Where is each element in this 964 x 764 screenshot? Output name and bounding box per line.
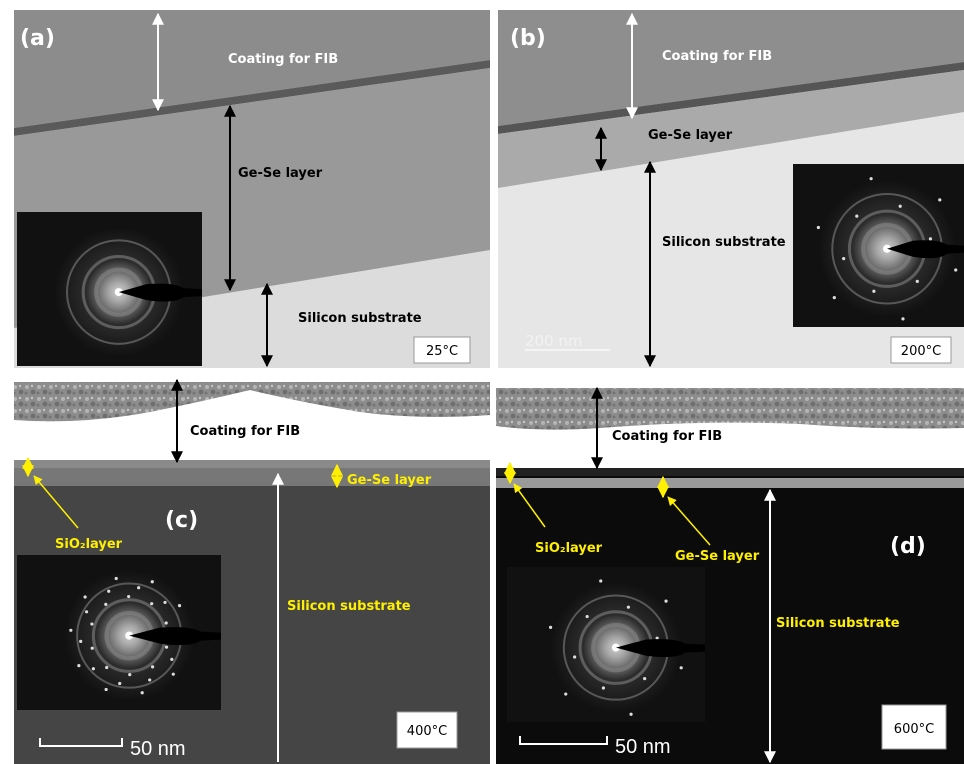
diffraction-inset [17, 212, 202, 366]
diffraction-inset [793, 164, 964, 327]
spot [105, 666, 108, 669]
spot [855, 215, 858, 218]
spot [178, 604, 181, 607]
panel-label: (a) [20, 26, 55, 51]
spot [105, 688, 108, 691]
annotation: Ge-Se layer [648, 128, 733, 143]
spot [573, 655, 576, 658]
panel-c: (c) Coating for FIB Ge-Se layer SiO₂laye… [14, 378, 490, 764]
spot [627, 606, 630, 609]
spot [870, 177, 873, 180]
spot [938, 198, 941, 201]
panel-a: (a) Coating for FIB Ge-Se layer Silicon … [14, 10, 490, 368]
spot [602, 686, 605, 689]
spot [104, 603, 107, 606]
interface [14, 460, 490, 468]
annotation: Coating for FIB [228, 52, 338, 67]
spot [92, 667, 95, 670]
spot [899, 205, 902, 208]
diffraction-inset [507, 567, 705, 722]
spot [629, 713, 632, 716]
spot [84, 595, 87, 598]
annotation: Coating for FIB [612, 429, 722, 444]
annotation: Ge-Se layer [238, 166, 323, 181]
spot [118, 682, 121, 685]
temperature: 400°C [407, 724, 447, 739]
panel-d: (d) Coating for FIB SiO₂layer Ge-Se laye… [496, 385, 964, 764]
spot [643, 677, 646, 680]
spot [137, 586, 140, 589]
spot [148, 678, 151, 681]
annotation: SiO₂layer [535, 541, 603, 556]
spot [586, 615, 589, 618]
annotation: Silicon substrate [662, 235, 786, 250]
spot [127, 595, 130, 598]
annotation: Silicon substrate [287, 599, 411, 614]
annotation: SiO₂layer [55, 537, 123, 552]
annotation: Ge-Se layer [675, 549, 760, 564]
spot [115, 577, 118, 580]
spot [165, 621, 168, 624]
spot [69, 629, 72, 632]
spot [85, 610, 88, 613]
spot [599, 579, 602, 582]
gese-layer [496, 478, 964, 488]
interface [496, 468, 964, 476]
spot [163, 601, 166, 604]
scale-label: 200 nm [525, 332, 583, 350]
spot [150, 602, 153, 605]
spot [128, 673, 131, 676]
scale-label: 50 nm [130, 738, 186, 760]
annotation: Silicon substrate [776, 616, 900, 631]
spot [79, 640, 82, 643]
spot [549, 626, 552, 629]
annotation: Coating for FIB [662, 49, 772, 64]
spot [842, 257, 845, 260]
spot [107, 590, 110, 593]
panel-b: (b) Coating for FIB Ge-Se layer Silicon … [498, 10, 964, 368]
spot [172, 673, 175, 676]
spot [680, 666, 683, 669]
spot [564, 692, 567, 695]
spot [916, 280, 919, 283]
spot [151, 580, 154, 583]
spot [954, 268, 957, 271]
annotation: Coating for FIB [190, 424, 300, 439]
spot [165, 646, 168, 649]
annotation: Silicon substrate [298, 311, 422, 326]
spot [833, 296, 836, 299]
figure: (a) Coating for FIB Ge-Se layer Silicon … [0, 0, 964, 764]
spot [901, 317, 904, 320]
spot [872, 290, 875, 293]
spot [817, 226, 820, 229]
spot [90, 622, 93, 625]
spot [664, 600, 667, 603]
panel-label: (c) [165, 508, 198, 533]
spot [77, 664, 80, 667]
temperature: 25°C [426, 344, 458, 359]
diffraction-inset [17, 555, 221, 710]
temperature: 200°C [901, 344, 941, 359]
spot [929, 237, 932, 240]
panel-label: (d) [890, 534, 926, 559]
spot [170, 658, 173, 661]
panel-label: (b) [510, 26, 546, 51]
spot [141, 691, 144, 694]
scale-label: 50 nm [615, 736, 671, 758]
temperature: 600°C [894, 722, 934, 737]
spot [151, 665, 154, 668]
annotation: Ge-Se layer [347, 473, 432, 488]
spot [91, 647, 94, 650]
